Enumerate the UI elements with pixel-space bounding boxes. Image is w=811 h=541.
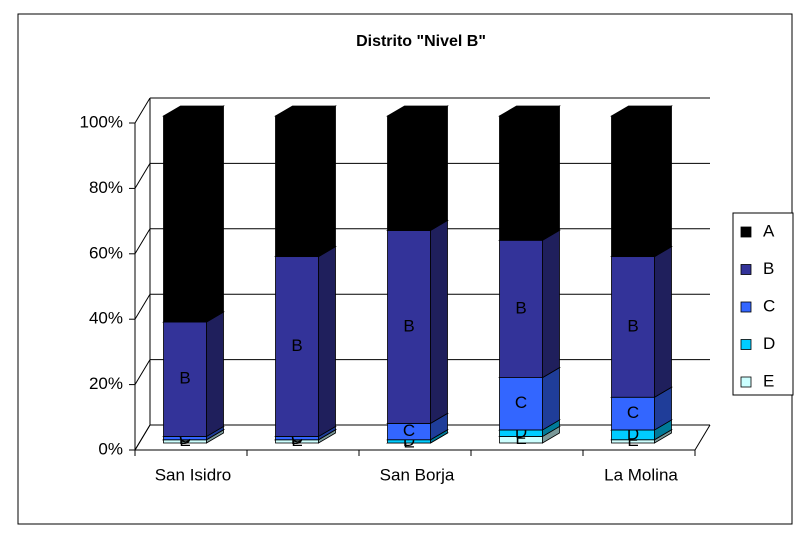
data-label: B	[179, 369, 190, 388]
legend-label: E	[763, 371, 774, 390]
data-label: E	[515, 429, 526, 448]
data-label: C	[403, 421, 415, 440]
y-tick-label: 80%	[89, 178, 123, 197]
bar-segment	[611, 115, 655, 258]
legend-label: D	[763, 334, 775, 353]
y-tick-label: 60%	[89, 243, 123, 262]
bar-segment	[163, 115, 207, 323]
bar-side	[654, 245, 672, 398]
data-label: B	[515, 298, 526, 317]
bar-side	[206, 105, 224, 323]
bar-side	[430, 105, 448, 232]
bar-side	[542, 366, 560, 431]
grid-line	[134, 228, 151, 255]
legend-swatch	[740, 301, 752, 313]
bar-segment	[387, 230, 431, 424]
data-label: A	[627, 176, 639, 195]
grid-line	[134, 293, 151, 320]
grid-line	[134, 359, 151, 385]
bar-side	[542, 229, 560, 379]
y-tick-label: 0%	[98, 439, 123, 458]
legend-label: B	[763, 259, 774, 278]
y-tick-label: 100%	[80, 112, 123, 131]
x-tick-label: La Molina	[604, 465, 678, 484]
legend-label: C	[763, 296, 775, 315]
bar-side	[318, 105, 336, 258]
data-label: B	[403, 316, 414, 335]
bar-top	[498, 105, 561, 117]
bar-side	[654, 105, 672, 258]
legend-swatch	[740, 376, 752, 388]
data-label: B	[291, 336, 302, 355]
bar-top	[274, 105, 337, 117]
legend-swatch	[740, 226, 752, 238]
data-label: C	[627, 403, 639, 422]
y-tick-label: 40%	[89, 309, 123, 328]
bar-segment	[611, 256, 655, 398]
bar-top	[610, 105, 673, 117]
data-label: A	[515, 168, 527, 187]
bar-segment	[387, 115, 431, 231]
grid-line	[134, 424, 151, 451]
data-label: E	[627, 431, 638, 450]
bar-side	[430, 219, 448, 425]
legend-label: A	[763, 221, 775, 240]
data-label: A	[403, 163, 415, 182]
x-tick-label: San Borja	[380, 465, 455, 484]
data-label: A	[291, 176, 303, 195]
bar-top	[162, 105, 225, 117]
chart-title: Distrito "Nivel B"	[356, 33, 486, 50]
y-tick-label: 20%	[89, 374, 123, 393]
x-tick-label: San Isidro	[155, 465, 232, 484]
bar-side	[318, 245, 336, 438]
bar-top	[386, 105, 449, 117]
grid-line	[134, 97, 151, 124]
bar-side	[206, 311, 224, 438]
floor-edge	[694, 424, 711, 451]
data-label: C	[515, 393, 527, 412]
data-label: E	[291, 431, 302, 450]
data-label: A	[179, 208, 191, 227]
bar-segment	[499, 239, 543, 378]
grid-line	[134, 163, 151, 189]
legend-swatch	[740, 339, 752, 350]
legend-swatch	[740, 264, 752, 275]
bar-side	[542, 105, 560, 241]
data-label: E	[179, 431, 190, 450]
bar-segment	[275, 115, 319, 258]
bar-segment	[611, 396, 655, 431]
bar-segment	[275, 256, 319, 437]
data-label: B	[627, 316, 638, 335]
